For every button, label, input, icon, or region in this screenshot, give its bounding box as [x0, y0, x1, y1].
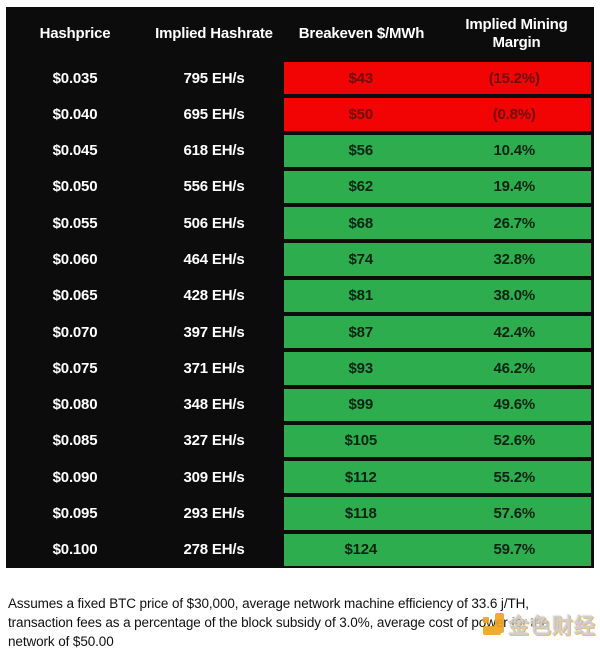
margin-highlight-band: $68 26.7% [284, 207, 591, 239]
margin-cell: (15.2%) [438, 62, 592, 94]
margin-cell: 49.6% [438, 389, 592, 421]
table-row: $0.070 397 EH/s $87 42.4% [6, 314, 594, 350]
margin-cell: 19.4% [438, 171, 592, 203]
hashprice-cell: $0.055 [6, 205, 144, 241]
margin-cell: 55.2% [438, 461, 592, 493]
hashrate-cell: 278 EH/s [144, 532, 284, 568]
margin-highlight-band: $74 32.8% [284, 243, 591, 275]
hashrate-cell: 556 EH/s [144, 169, 284, 205]
hashprice-cell: $0.040 [6, 96, 144, 132]
table-row: $0.095 293 EH/s $118 57.6% [6, 495, 594, 531]
hashprice-cell: $0.045 [6, 133, 144, 169]
margin-highlight-band: $118 57.6% [284, 497, 591, 529]
margin-highlight-band: $56 10.4% [284, 135, 591, 167]
breakeven-cell: $87 [284, 316, 438, 348]
jinse-finance-watermark: 金色财经 [482, 610, 596, 640]
hashrate-cell: 348 EH/s [144, 387, 284, 423]
header-breakeven: Breakeven $/MWh [284, 25, 439, 42]
hashprice-cell: $0.060 [6, 241, 144, 277]
hashrate-cell: 695 EH/s [144, 96, 284, 132]
margin-highlight-band: $43 (15.2%) [284, 62, 591, 94]
hashprice-cell: $0.100 [6, 532, 144, 568]
breakeven-cell: $105 [284, 425, 438, 457]
margin-highlight-band: $112 55.2% [284, 461, 591, 493]
table-row: $0.055 506 EH/s $68 26.7% [6, 205, 594, 241]
hashrate-cell: 397 EH/s [144, 314, 284, 350]
breakeven-cell: $50 [284, 98, 438, 130]
breakeven-cell: $62 [284, 171, 438, 203]
table-row: $0.090 309 EH/s $112 55.2% [6, 459, 594, 495]
table-row: $0.085 327 EH/s $105 52.6% [6, 423, 594, 459]
margin-highlight-band: $93 46.2% [284, 352, 591, 384]
margin-cell: (0.8%) [438, 98, 592, 130]
jinse-finance-logo-icon [482, 613, 506, 637]
table-row: $0.050 556 EH/s $62 19.4% [6, 169, 594, 205]
margin-highlight-band: $50 (0.8%) [284, 98, 591, 130]
hashrate-cell: 327 EH/s [144, 423, 284, 459]
hashrate-cell: 309 EH/s [144, 459, 284, 495]
margin-highlight-band: $124 59.7% [284, 534, 591, 566]
hashprice-cell: $0.080 [6, 387, 144, 423]
table-row: $0.035 795 EH/s $43 (15.2%) [6, 60, 594, 96]
header-implied-mining-margin: Implied Mining Margin [439, 16, 594, 51]
margin-cell: 26.7% [438, 207, 592, 239]
breakeven-cell: $124 [284, 534, 438, 566]
margin-cell: 32.8% [438, 243, 592, 275]
breakeven-cell: $93 [284, 352, 438, 384]
hashrate-cell: 293 EH/s [144, 495, 284, 531]
breakeven-cell: $43 [284, 62, 438, 94]
breakeven-cell: $118 [284, 497, 438, 529]
margin-cell: 42.4% [438, 316, 592, 348]
margin-highlight-band: $87 42.4% [284, 316, 591, 348]
margin-highlight-band: $62 19.4% [284, 171, 591, 203]
mining-economics-table: Hashprice Implied Hashrate Breakeven $/M… [6, 7, 594, 568]
margin-cell: 38.0% [438, 280, 592, 312]
breakeven-cell: $81 [284, 280, 438, 312]
watermark-brand-text: 金色财经 [508, 610, 596, 640]
hashrate-cell: 371 EH/s [144, 350, 284, 386]
table-row: $0.065 428 EH/s $81 38.0% [6, 278, 594, 314]
margin-highlight-band: $81 38.0% [284, 280, 591, 312]
table-header-row: Hashprice Implied Hashrate Breakeven $/M… [6, 7, 594, 60]
margin-cell: 52.6% [438, 425, 592, 457]
table-row: $0.100 278 EH/s $124 59.7% [6, 532, 594, 568]
breakeven-cell: $68 [284, 207, 438, 239]
table-row: $0.075 371 EH/s $93 46.2% [6, 350, 594, 386]
header-implied-hashrate: Implied Hashrate [144, 25, 284, 42]
table-row: $0.080 348 EH/s $99 49.6% [6, 387, 594, 423]
breakeven-cell: $99 [284, 389, 438, 421]
hashrate-cell: 506 EH/s [144, 205, 284, 241]
breakeven-cell: $56 [284, 135, 438, 167]
margin-cell: 57.6% [438, 497, 592, 529]
hashrate-cell: 464 EH/s [144, 241, 284, 277]
margin-cell: 46.2% [438, 352, 592, 384]
table-row: $0.045 618 EH/s $56 10.4% [6, 133, 594, 169]
hashprice-cell: $0.070 [6, 314, 144, 350]
breakeven-cell: $74 [284, 243, 438, 275]
hashprice-cell: $0.090 [6, 459, 144, 495]
hashrate-cell: 428 EH/s [144, 278, 284, 314]
hashprice-cell: $0.035 [6, 60, 144, 96]
table-row: $0.040 695 EH/s $50 (0.8%) [6, 96, 594, 132]
margin-highlight-band: $105 52.6% [284, 425, 591, 457]
hashprice-cell: $0.050 [6, 169, 144, 205]
margin-cell: 10.4% [438, 135, 592, 167]
hashprice-cell: $0.085 [6, 423, 144, 459]
hashrate-cell: 618 EH/s [144, 133, 284, 169]
table-body: $0.035 795 EH/s $43 (15.2%) $0.040 695 E… [6, 60, 594, 568]
margin-highlight-band: $99 49.6% [284, 389, 591, 421]
assumptions-footnote: Assumes a fixed BTC price of $30,000, av… [8, 594, 564, 651]
hashprice-cell: $0.065 [6, 278, 144, 314]
breakeven-cell: $112 [284, 461, 438, 493]
hashrate-cell: 795 EH/s [144, 60, 284, 96]
margin-cell: 59.7% [438, 534, 592, 566]
table-row: $0.060 464 EH/s $74 32.8% [6, 241, 594, 277]
header-hashprice: Hashprice [6, 25, 144, 42]
hashprice-cell: $0.095 [6, 495, 144, 531]
hashprice-cell: $0.075 [6, 350, 144, 386]
